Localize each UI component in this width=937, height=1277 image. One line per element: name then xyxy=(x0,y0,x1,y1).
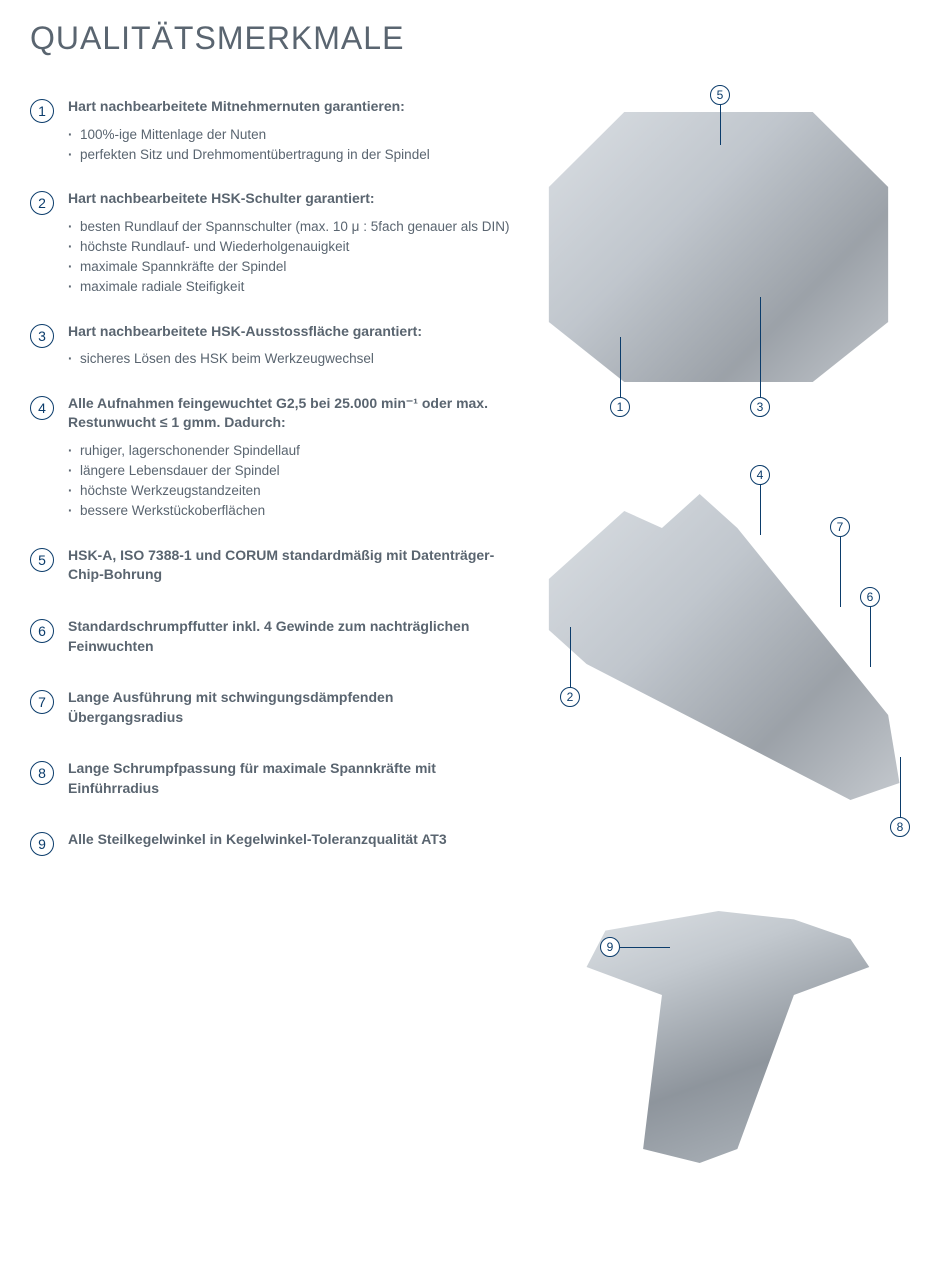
feature-body: HSK-A, ISO 7388-1 und CORUM standardmäßi… xyxy=(68,546,510,593)
feature-title: Hart nachbearbeitete HSK-Schulter garant… xyxy=(68,189,510,209)
feature-body: Lange Schrumpfpassung für maximale Spann… xyxy=(68,759,510,806)
callout-leader xyxy=(840,537,841,607)
callout-leader xyxy=(720,105,721,145)
feature-body: Alle Aufnahmen feingewuchtet G2,5 bei 25… xyxy=(68,394,510,522)
feature-title: HSK-A, ISO 7388-1 und CORUM standardmäßi… xyxy=(68,546,510,585)
feature-number-circle: 1 xyxy=(30,99,54,123)
feature-item: 1 Hart nachbearbeitete Mitnehmernuten gar… xyxy=(30,97,510,165)
feature-number-circle: 5 xyxy=(30,548,54,572)
diagram-shaft: 47628 xyxy=(530,477,907,857)
feature-body: Standardschrumpffutter inkl. 4 Gewinde z… xyxy=(68,617,510,664)
feature-number-circle: 8 xyxy=(30,761,54,785)
diagram-callout: 4 xyxy=(750,465,770,485)
feature-bullet: längere Lebensdauer der Spindel xyxy=(68,461,510,481)
feature-number-circle: 4 xyxy=(30,396,54,420)
feature-body: Hart nachbearbeitete Mitnehmernuten gara… xyxy=(68,97,510,165)
diagram-callout: 9 xyxy=(600,937,620,957)
diagram-cone: 9 xyxy=(530,897,907,1217)
features-column: 1 Hart nachbearbeitete Mitnehmernuten gar… xyxy=(30,97,510,1257)
diagram-callout: 2 xyxy=(560,687,580,707)
feature-number-circle: 7 xyxy=(30,690,54,714)
feature-body: Hart nachbearbeitete HSK-Schulter garant… xyxy=(68,189,510,298)
feature-item: 3 Hart nachbearbeitete HSK-Ausstossfläche… xyxy=(30,322,510,370)
diagrams-column: 513476289 xyxy=(530,97,907,1257)
feature-item: 5 HSK-A, ISO 7388-1 und CORUM standardmäß… xyxy=(30,546,510,593)
content-row: 1 Hart nachbearbeitete Mitnehmernuten gar… xyxy=(30,97,907,1257)
feature-bullet-list: besten Rundlauf der Spannschulter (max. … xyxy=(68,217,510,298)
callout-leader xyxy=(570,627,571,687)
feature-item: 6 Standardschrumpffutter inkl. 4 Gewinde … xyxy=(30,617,510,664)
diagram-callout: 8 xyxy=(890,817,910,837)
feature-title: Lange Ausführung mit schwingungsdämpfend… xyxy=(68,688,510,727)
feature-bullet: höchste Rundlauf- und Wiederholgenauigke… xyxy=(68,237,510,257)
feature-number-circle: 2 xyxy=(30,191,54,215)
feature-bullet: maximale Spannkräfte der Spindel xyxy=(68,257,510,277)
feature-bullet: sicheres Lösen des HSK beim Werkzeugwech… xyxy=(68,349,510,369)
feature-bullet: besten Rundlauf der Spannschulter (max. … xyxy=(68,217,510,237)
feature-bullet: perfekten Sitz und Drehmomentübertragung… xyxy=(68,145,510,165)
feature-body: Hart nachbearbeitete HSK-Ausstossfläche … xyxy=(68,322,510,370)
callout-leader xyxy=(620,947,670,948)
callout-leader xyxy=(870,607,871,667)
callout-leader xyxy=(760,485,761,535)
diagram-image xyxy=(530,897,907,1177)
feature-item: 4 Alle Aufnahmen feingewuchtet G2,5 bei 2… xyxy=(30,394,510,522)
diagram-image xyxy=(530,97,907,397)
feature-bullet: ruhiger, lagerschonender Spindellauf xyxy=(68,441,510,461)
feature-item: 8 Lange Schrumpfpassung für maximale Span… xyxy=(30,759,510,806)
feature-bullet-list: sicheres Lösen des HSK beim Werkzeugwech… xyxy=(68,349,510,369)
feature-title: Standardschrumpffutter inkl. 4 Gewinde z… xyxy=(68,617,510,656)
feature-bullet: höchste Werkzeugstandzeiten xyxy=(68,481,510,501)
feature-bullet: maximale radiale Steifigkeit xyxy=(68,277,510,297)
page-title: QUALITÄTSMERKMALE xyxy=(30,20,907,57)
feature-bullet-list: 100%-ige Mittenlage der Nutenperfekten S… xyxy=(68,125,510,166)
diagram-hsk-body: 513 xyxy=(530,97,907,437)
feature-title: Lange Schrumpfpassung für maximale Spann… xyxy=(68,759,510,798)
feature-bullet: 100%-ige Mittenlage der Nuten xyxy=(68,125,510,145)
feature-title: Hart nachbearbeitete HSK-Ausstossfläche … xyxy=(68,322,510,342)
diagram-callout: 6 xyxy=(860,587,880,607)
diagram-callout: 3 xyxy=(750,397,770,417)
feature-bullet-list: ruhiger, lagerschonender Spindellaufläng… xyxy=(68,441,510,522)
feature-body: Alle Steilkegelwinkel in Kegelwinkel-Tol… xyxy=(68,830,510,858)
feature-number-circle: 9 xyxy=(30,832,54,856)
callout-leader xyxy=(900,757,901,817)
feature-title: Hart nachbearbeitete Mitnehmernuten gara… xyxy=(68,97,510,117)
feature-item: 9 Alle Steilkegelwinkel in Kegelwinkel-To… xyxy=(30,830,510,858)
callout-leader xyxy=(620,337,621,397)
diagram-image xyxy=(530,477,907,817)
diagram-callout: 1 xyxy=(610,397,630,417)
feature-item: 2 Hart nachbearbeitete HSK-Schulter garan… xyxy=(30,189,510,298)
callout-leader xyxy=(760,297,761,397)
feature-body: Lange Ausführung mit schwingungsdämpfend… xyxy=(68,688,510,735)
diagram-callout: 5 xyxy=(710,85,730,105)
feature-title: Alle Steilkegelwinkel in Kegelwinkel-Tol… xyxy=(68,830,510,850)
feature-bullet: bessere Werkstückoberflächen xyxy=(68,501,510,521)
feature-number-circle: 6 xyxy=(30,619,54,643)
feature-title: Alle Aufnahmen feingewuchtet G2,5 bei 25… xyxy=(68,394,510,433)
feature-item: 7 Lange Ausführung mit schwingungsdämpfen… xyxy=(30,688,510,735)
feature-number-circle: 3 xyxy=(30,324,54,348)
diagram-callout: 7 xyxy=(830,517,850,537)
